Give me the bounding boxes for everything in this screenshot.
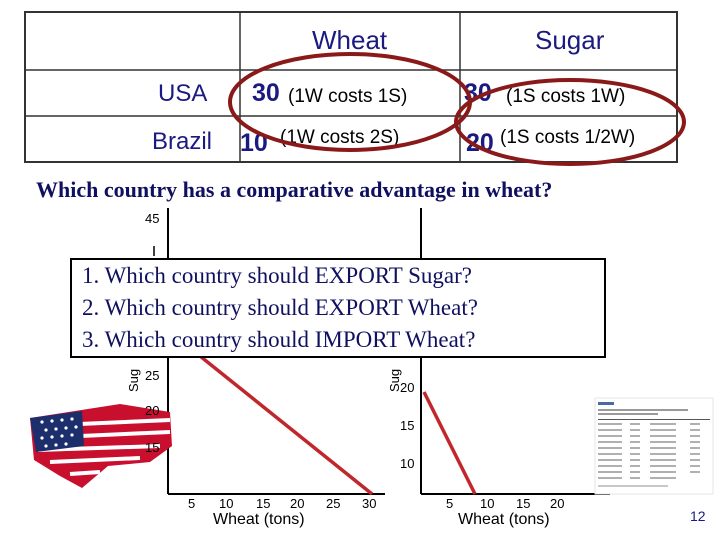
right-ytick: 15 <box>400 418 415 433</box>
left-ytick: 15 <box>145 440 160 455</box>
usa-wheat-cost: (1W costs 1S) <box>288 86 408 107</box>
usa-flag-icon <box>30 404 172 488</box>
data-table-thumbnail <box>594 397 714 495</box>
right-xtick: 20 <box>550 496 565 511</box>
right-ylabel: Sug <box>387 368 402 392</box>
right-xtick: 10 <box>480 496 495 511</box>
table-border <box>24 11 678 163</box>
brazil-wheat-cost: (1W costs 2S) <box>280 127 400 148</box>
usa-ppf-line <box>178 338 374 496</box>
left-xtick: 10 <box>219 496 234 511</box>
brazil-sugar-cost: (1S costs 1/2W) <box>500 127 636 148</box>
left-xtick: 20 <box>290 496 305 511</box>
comparison-table <box>24 11 678 163</box>
question-export-sugar: 1. Which country should EXPORT Sugar? <box>82 263 473 288</box>
right-xtick: 5 <box>446 496 454 511</box>
usa-sugar-cost: (1S costs 1W) <box>506 86 626 107</box>
right-ytick: 10 <box>400 456 415 471</box>
question-import-wheat: 3. Which country should IMPORT Wheat? <box>82 327 476 352</box>
row-country-usa: USA <box>158 80 208 107</box>
right-xtick: 15 <box>516 496 531 511</box>
header-sugar: Sugar <box>535 25 605 55</box>
questions-box: 1. Which country should EXPORT Sugar? 2.… <box>70 258 606 358</box>
right-ytick: 20 <box>400 380 415 395</box>
sugar-brazil-circle <box>454 78 686 166</box>
left-ytick: 45 <box>145 211 160 226</box>
left-xtick: 30 <box>362 496 377 511</box>
left-xlabel: Wheat (tons) <box>213 511 305 528</box>
comparative-advantage-question: Which country has a comparative advantag… <box>36 177 553 202</box>
usa-wheat-value: 30 <box>252 79 280 107</box>
row-country-brazil: Brazil <box>152 128 213 155</box>
left-ytick: 20 <box>145 403 160 418</box>
left-xtick: 25 <box>326 496 341 511</box>
brazil-ppf-line <box>422 391 477 495</box>
right-xlabel: Wheat (tons) <box>458 511 550 528</box>
slide-number: 12 <box>690 508 706 524</box>
header-wheat: Wheat <box>312 25 388 55</box>
question-export-wheat: 2. Which country should EXPORT Wheat? <box>82 295 478 320</box>
left-xtick: 5 <box>188 496 196 511</box>
left-ylabel: Sug <box>126 368 141 392</box>
left-ytick: 25 <box>145 368 160 383</box>
left-xtick: 15 <box>256 496 271 511</box>
